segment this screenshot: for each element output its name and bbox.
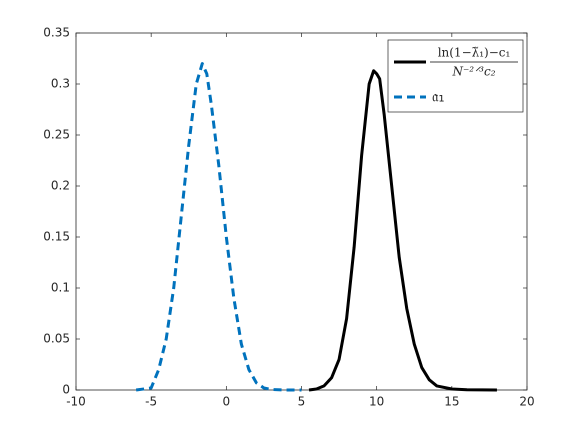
x-tick-label: 20 [519, 395, 534, 409]
y-tick-label: 0.1 [51, 281, 70, 295]
y-tick-label: 0.05 [43, 332, 70, 346]
x-tick-label: 5 [298, 395, 306, 409]
x-tick-label: -5 [145, 395, 157, 409]
y-tick-label: 0.25 [43, 128, 70, 142]
y-tick-label: 0.3 [51, 77, 70, 91]
x-tick-label: -10 [66, 395, 86, 409]
series-line [135, 62, 302, 392]
y-tick-label: 0 [62, 383, 70, 397]
y-tick-label: 0.2 [51, 179, 70, 193]
x-tick-label: 0 [223, 395, 231, 409]
x-tick-label: 10 [369, 395, 384, 409]
legend-label: N⁻²ᐟ³c₂ [451, 65, 495, 79]
x-tick-label: 15 [444, 395, 459, 409]
y-tick-label: 0.15 [43, 230, 70, 244]
legend-label: ln(1−λ̃₁)−c₁ [438, 46, 511, 60]
series-line [308, 69, 497, 392]
legend-box [387, 39, 524, 113]
y-tick-label: 0.35 [43, 26, 70, 40]
legend-label: 𝔞₁ [432, 88, 445, 106]
